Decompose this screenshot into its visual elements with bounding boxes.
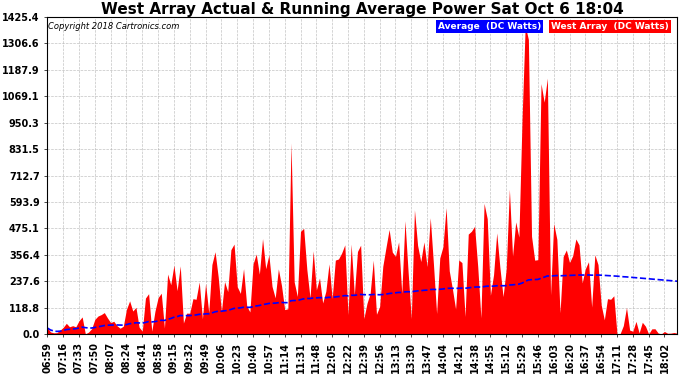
Title: West Array Actual & Running Average Power Sat Oct 6 18:04: West Array Actual & Running Average Powe… <box>101 2 624 17</box>
Text: Copyright 2018 Cartronics.com: Copyright 2018 Cartronics.com <box>48 22 179 31</box>
Text: West Array  (DC Watts): West Array (DC Watts) <box>551 22 669 31</box>
Text: Average  (DC Watts): Average (DC Watts) <box>437 22 541 31</box>
